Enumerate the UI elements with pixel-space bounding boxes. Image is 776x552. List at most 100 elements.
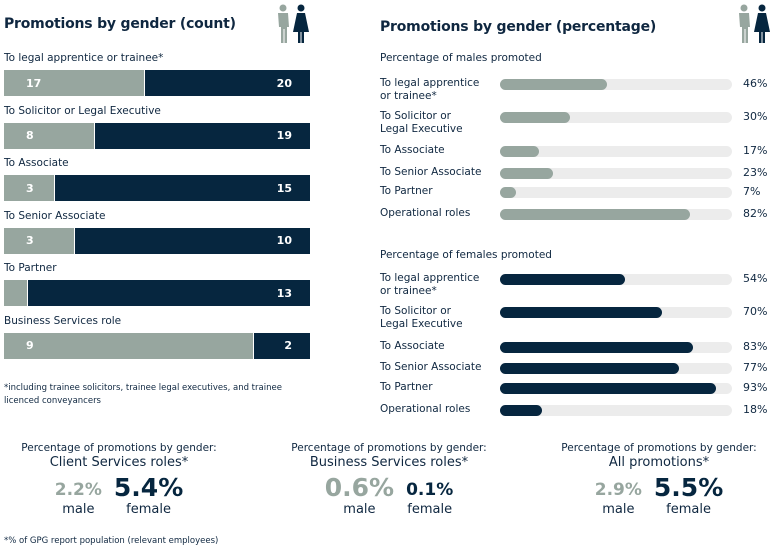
pct-row-label: To Solicitor or Legal Executive [380,305,463,330]
male-count-bar: 1 [4,280,34,306]
female-count-bar: 10 [74,227,310,254]
female-label: female [126,502,171,517]
summary-block: Percentage of promotions by gender: All p… [529,442,776,517]
pct-row-label: To Senior Associate [380,166,482,178]
count-footnote: *including trainee solicitors, trainee l… [4,383,282,406]
pct-row-label: To legal apprentice or trainee* [380,77,480,102]
summary-heading: Percentage of promotions by gender: [561,442,757,454]
male-count-bar: 3 [4,175,55,201]
male-pct-bar [500,187,517,198]
female-pct-bar [500,342,693,353]
pct-value-label: 93% [743,381,768,394]
pct-row-label: To Senior Associate [380,361,482,373]
female-count-bar: 2 [254,332,310,359]
male-count-bar: 9 [4,332,255,359]
female-count-bar: 20 [144,70,310,96]
male-percentage: 0.6% [324,473,395,502]
pct-bar-track [500,112,732,123]
female-percentage: 0.1% [406,480,454,500]
female-pct-bar [500,383,716,394]
pct-value-label: 70% [743,305,768,318]
bottom-footnote: *% of GPG report population (relevant em… [4,536,219,546]
female-pct-bar [500,307,663,318]
count-stacked-bar: 8 19 [4,122,310,149]
male-female-people-icon [739,4,770,43]
pct-value-label: 46% [743,77,768,90]
males-promoted-heading: Percentage of males promoted [380,52,542,64]
female-percentage: 5.4% [113,473,184,502]
male-percentage: 2.9% [594,480,642,500]
pct-row-label: To Associate [380,340,445,352]
pct-value-label: 17% [743,144,768,157]
count-stacked-bar: 17 20 [4,70,310,96]
male-female-people-icon [278,4,309,43]
male-label: male [343,502,376,517]
male-pct-bar [500,168,554,179]
pct-row-label: To Solicitor or Legal Executive [380,110,463,135]
female-label: female [407,502,453,517]
pct-row-label: Operational roles [380,403,471,415]
summary-block: Percentage of promotions by gender: Busin… [259,442,519,517]
pct-bar-track [500,209,732,220]
count-row-label: Business Services role [4,314,122,327]
females-promoted-heading: Percentage of females promoted [380,249,552,261]
count-chart-title: Promotions by gender (count) [4,16,236,32]
summary-subheading: Business Services roles* [309,455,469,470]
female-percentage: 5.5% [653,473,724,502]
pct-bar-track [500,79,732,90]
male-percentage: 2.2% [54,480,102,500]
pct-bar-track [500,405,732,416]
pct-bar-track [500,187,732,198]
male-label: male [62,502,95,517]
female-pct-bar [500,274,626,285]
summary-heading: Percentage of promotions by gender: [291,442,487,454]
pct-value-label: 30% [743,110,768,123]
male-label: male [602,502,635,517]
pct-value-label: 54% [743,272,768,285]
female-count-bar: 13 [28,280,310,306]
male-pct-bar [500,112,570,123]
pct-bar-track [500,274,732,285]
count-row-label: To Partner [4,262,57,274]
count-row-label: To Solicitor or Legal Executive [4,104,161,117]
female-pct-bar [500,363,679,374]
pct-row-label: Operational roles [380,207,471,219]
pct-bar-track [500,363,732,374]
count-stacked-bar: 3 10 [4,227,310,254]
female-count-bar: 19 [94,122,310,149]
pct-row-label: To Partner [380,185,433,197]
count-stacked-bar: 3 15 [4,175,310,201]
male-pct-bar [500,146,540,157]
summary-block: Percentage of promotions by gender: Clien… [0,442,249,517]
male-count-bar: 3 [4,227,75,254]
pct-value-label: 77% [743,361,768,374]
count-stacked-bar: 113 [4,280,310,306]
count-row-label: To Associate [4,157,69,169]
pct-value-label: 23% [743,166,768,179]
count-row-label: To Senior Associate [4,209,106,222]
count-row-label: To legal apprentice or trainee* [4,52,164,64]
pct-bar-track [500,146,732,157]
pct-bar-track [500,383,732,394]
summary-subheading: Client Services roles* [49,455,189,470]
percentage-chart-title: Promotions by gender (percentage) [380,19,657,35]
male-count-bar: 8 [4,122,95,149]
pct-value-label: 7% [743,185,761,198]
pct-value-label: 18% [743,403,768,416]
female-pct-bar [500,405,542,416]
male-pct-bar [500,209,691,220]
summary-subheading: All promotions* [608,455,710,470]
female-label: female [666,502,711,517]
male-count-bar: 17 [4,70,145,96]
pct-row-label: To Associate [380,144,445,156]
summary-heading: Percentage of promotions by gender: [21,442,217,454]
pct-row-label: To legal apprentice or trainee* [380,272,480,297]
pct-value-label: 82% [743,207,768,220]
pct-value-label: 83% [743,340,768,353]
pct-bar-track [500,168,732,179]
female-count-bar: 15 [55,175,310,201]
pct-bar-track [500,342,732,353]
pct-bar-track [500,307,732,318]
male-pct-bar [500,79,607,90]
